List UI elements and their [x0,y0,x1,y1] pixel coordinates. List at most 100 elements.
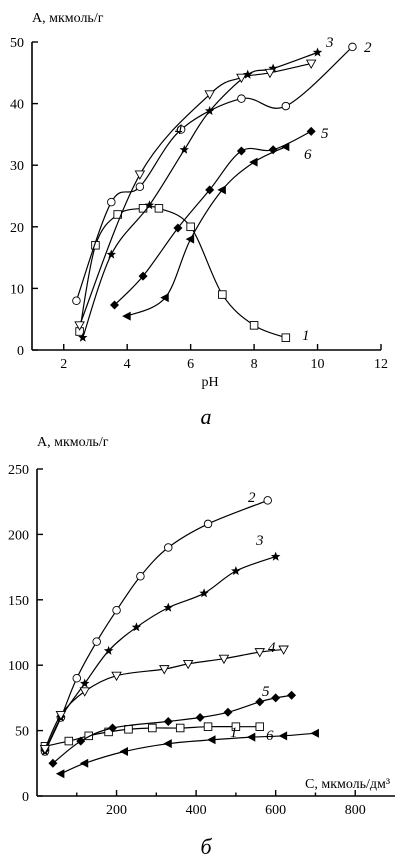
data-point [237,94,246,103]
series-line [44,499,268,752]
data-point [131,622,142,632]
series-label: 4 [175,122,183,138]
data-point [119,747,129,757]
data-point [179,144,189,154]
series-5 [48,690,297,768]
data-point [204,106,215,115]
series-line [60,732,316,775]
data-point [163,716,173,726]
y-tick-label: 250 [8,463,29,478]
data-point [268,63,278,73]
data-point [270,551,281,561]
series-5 [109,126,316,310]
data-point [249,321,259,330]
data-point [163,739,172,749]
data-point [175,723,185,733]
data-point [268,145,278,155]
series-label: 2 [248,490,256,506]
y-tick-label: 50 [15,725,29,740]
data-point [39,744,51,755]
data-point [72,674,82,683]
data-point [263,496,272,505]
data-point [112,606,121,615]
data-point [186,222,195,232]
data-point [122,311,131,321]
y-tick-label: 20 [10,221,24,236]
x-axis-title: pH [201,375,218,390]
data-point [207,735,216,745]
data-point [76,736,86,746]
data-point [182,659,194,670]
data-point [204,90,215,100]
data-point [218,654,230,665]
series-line [44,648,284,750]
chart-panel-b: 200 400 600 800 0 50 100 150 200 250 A, мкмоль/г C,… [8,435,395,859]
data-point [278,731,288,741]
data-point [217,185,226,195]
series-label: 5 [321,126,329,142]
data-point [148,723,157,733]
panel-label: б [200,834,212,859]
data-point [138,271,148,281]
data-point [231,722,241,731]
y-tick-label: 100 [8,659,29,674]
series-3 [40,551,281,756]
data-point [136,572,145,581]
data-point [305,59,317,69]
x-tick-label: 6 [187,357,194,372]
series-3 [78,47,323,342]
data-point [348,42,357,52]
data-point [78,332,88,342]
data-point [108,723,118,733]
data-point [159,665,170,675]
y-tick-label: 0 [17,344,24,359]
data-point [271,693,281,703]
panel-label: а [201,404,212,429]
x-tick-label: 4 [124,357,131,372]
x-tick-label: 800 [345,803,366,818]
data-point [72,296,81,305]
series-label: 3 [325,35,334,51]
data-point [160,293,169,303]
data-point [254,648,266,658]
x-tick-label: 400 [186,803,207,818]
data-point [135,182,145,192]
x-axis-title: C, мкмоль/дм³ [305,777,390,792]
series-line [75,46,353,301]
data-point [255,722,265,731]
data-point [195,713,205,723]
data-point [249,157,258,167]
x-tick-label: 10 [311,357,325,372]
data-point [80,678,90,688]
data-point [111,671,122,682]
data-point [281,333,291,342]
series-2 [40,496,272,756]
series-1 [75,204,291,342]
x-tick-label: 12 [374,357,388,372]
data-point [205,185,215,195]
data-point [312,47,323,57]
data-point [255,697,265,707]
series-label: 2 [364,40,372,56]
data-point [103,645,114,655]
y-tick-label: 30 [10,159,24,174]
data-point [280,142,290,152]
data-point [236,73,247,84]
data-point [107,197,116,207]
data-point [231,566,241,576]
data-point [79,758,89,768]
data-point [74,321,85,331]
series-label: 5 [262,684,270,700]
series-label: 1 [230,725,238,741]
y-tick-label: 40 [10,98,24,113]
series-2 [72,42,357,305]
x-tick-label: 200 [106,803,127,818]
data-point [281,101,291,111]
y-tick-label: 150 [8,594,29,609]
data-point [287,690,297,700]
y-tick-label: 0 [22,790,29,805]
data-point [176,125,186,134]
data-point [124,725,133,734]
data-point [48,758,58,768]
